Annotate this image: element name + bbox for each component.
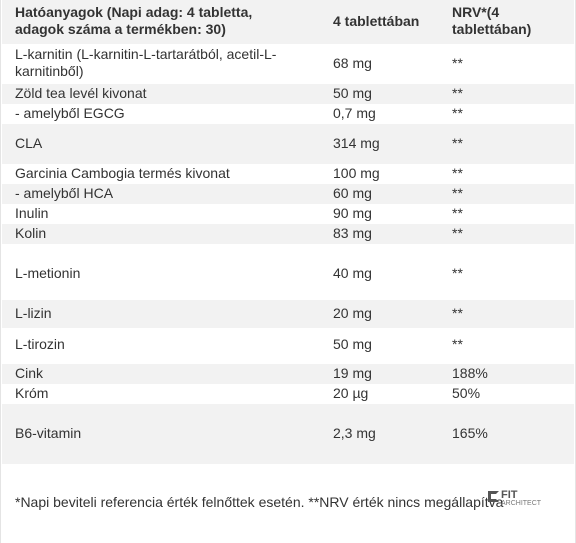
ingredient-name: CLA bbox=[15, 135, 43, 151]
footnote: *Napi beviteli referencia érték felnőtte… bbox=[15, 494, 504, 510]
ingredient-amount: 0,7 mg bbox=[333, 105, 376, 121]
ingredient-amount: 40 mg bbox=[333, 265, 372, 281]
ingredient-amount: 19 mg bbox=[333, 365, 372, 381]
table-row: Cink 19 mg 188% bbox=[2, 364, 574, 384]
table-row: Króm 20 µg 50% bbox=[2, 384, 574, 404]
ingredient-amount: 50 mg bbox=[333, 85, 372, 101]
ingredient-amount: 100 mg bbox=[333, 165, 380, 181]
table-row: Garcinia Cambogia termés kivonat 100 mg … bbox=[2, 164, 574, 184]
ingredient-amount: 60 mg bbox=[333, 185, 372, 201]
brand-logo: FIT ARCHITECT bbox=[488, 489, 542, 511]
table-row: L-karnitin (L-karnitin-L-tartarátból, ac… bbox=[2, 44, 574, 84]
ingredient-name: - amelyből HCA bbox=[15, 185, 114, 201]
ingredient-amount: 68 mg bbox=[333, 55, 372, 71]
ingredient-nrv: ** bbox=[452, 305, 463, 321]
ingredient-nrv: ** bbox=[452, 105, 463, 121]
logo-brand-text: FIT bbox=[501, 489, 518, 501]
ingredient-name: L-karnitin (L-karnitin-L-tartarátból, ac… bbox=[15, 46, 277, 79]
logo-mark-icon bbox=[488, 491, 499, 502]
table-row: L-tirozin 50 mg ** bbox=[2, 328, 574, 364]
ingredient-amount: 90 mg bbox=[333, 205, 372, 221]
header-nrv: NRV*(4 tablettában) bbox=[452, 4, 532, 37]
ingredient-nrv: ** bbox=[452, 336, 463, 352]
table-row: Inulin 90 mg ** bbox=[2, 204, 574, 224]
ingredient-name: Kolin bbox=[15, 225, 47, 241]
ingredient-nrv: 188% bbox=[452, 365, 488, 381]
ingredient-nrv: ** bbox=[452, 55, 463, 71]
table-row: Kolin 83 mg ** bbox=[2, 224, 574, 244]
ingredient-name: Króm bbox=[15, 385, 49, 401]
table-row: B6-vitamin 2,3 mg 165% bbox=[2, 404, 574, 464]
ingredient-name: - amelyből EGCG bbox=[15, 105, 125, 121]
ingredient-name: B6-vitamin bbox=[15, 425, 82, 441]
ingredient-name: Zöld tea levél kivonat bbox=[15, 85, 147, 101]
ingredient-name: L-tirozin bbox=[15, 336, 65, 352]
ingredient-amount: 314 mg bbox=[333, 135, 380, 151]
ingredient-name: Garcinia Cambogia termés kivonat bbox=[15, 165, 230, 181]
table-row: Zöld tea levél kivonat 50 mg ** bbox=[2, 84, 574, 104]
table-row: - amelyből EGCG 0,7 mg ** bbox=[2, 104, 574, 124]
table-header: Hatóanyagok (Napi adag: 4 tabletta, adag… bbox=[2, 0, 574, 44]
table-row: - amelyből HCA 60 mg ** bbox=[2, 184, 574, 204]
ingredient-name: Inulin bbox=[15, 205, 49, 221]
table-footer: *Napi beviteli referencia érték felnőtte… bbox=[2, 464, 574, 543]
ingredient-name: L-metionin bbox=[15, 265, 81, 281]
table-row: L-metionin 40 mg ** bbox=[2, 244, 574, 300]
ingredient-name: L-lizin bbox=[15, 305, 52, 321]
ingredient-nrv: 50% bbox=[452, 385, 481, 401]
header-ingredients: Hatóanyagok (Napi adag: 4 tabletta, adag… bbox=[15, 4, 253, 37]
ingredient-nrv: ** bbox=[452, 225, 463, 241]
ingredient-nrv: ** bbox=[452, 165, 463, 181]
ingredient-amount: 2,3 mg bbox=[333, 425, 376, 441]
ingredient-nrv: ** bbox=[452, 185, 463, 201]
ingredient-nrv: ** bbox=[452, 85, 463, 101]
ingredient-nrv: 165% bbox=[452, 425, 488, 441]
logo-sub-text: ARCHITECT bbox=[501, 500, 542, 507]
ingredient-amount: 83 mg bbox=[333, 225, 372, 241]
ingredient-nrv: ** bbox=[452, 135, 463, 151]
table-row: L-lizin 20 mg ** bbox=[2, 300, 574, 328]
ingredient-amount: 50 mg bbox=[333, 336, 372, 352]
ingredient-amount: 20 mg bbox=[333, 305, 372, 321]
ingredient-amount: 20 µg bbox=[333, 385, 369, 401]
header-amount: 4 tablettában bbox=[333, 13, 420, 29]
ingredient-nrv: ** bbox=[452, 205, 463, 221]
ingredient-nrv: ** bbox=[452, 265, 463, 281]
table-row: CLA 314 mg ** bbox=[2, 124, 574, 164]
ingredient-name: Cink bbox=[15, 365, 44, 381]
